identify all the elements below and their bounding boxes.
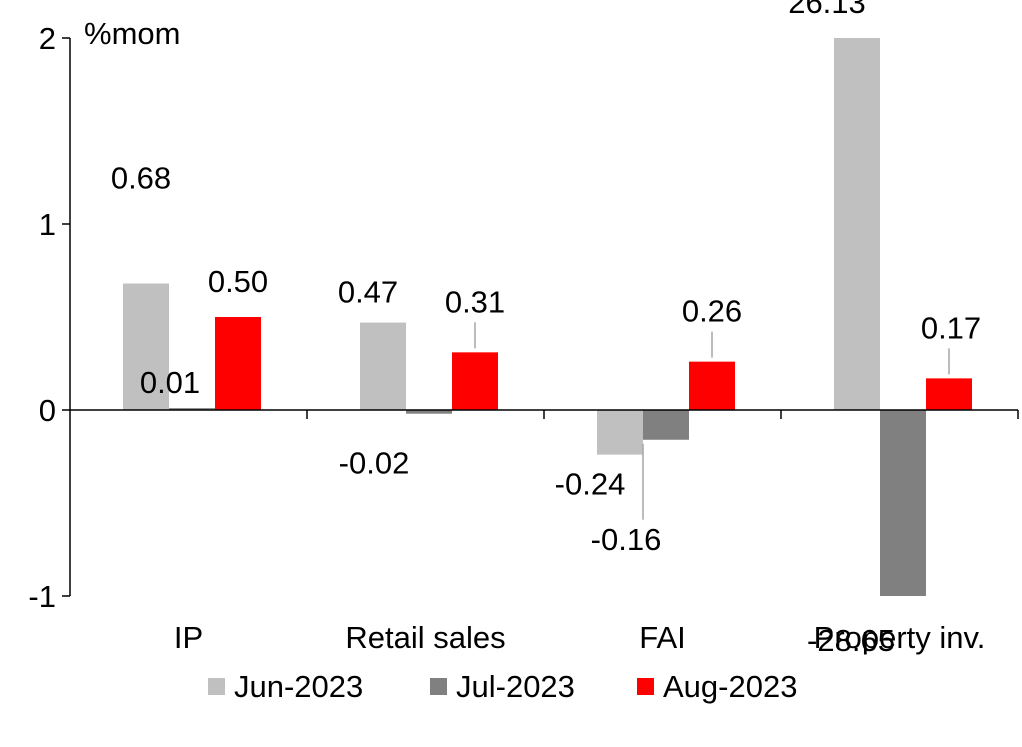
data-label-jun-2023-retail-sales: 0.47: [338, 275, 398, 310]
legend: Jun-2023 Jul-2023 Aug-2023: [208, 669, 797, 704]
bar-jul-2023-fai: [643, 410, 689, 440]
bar-jun-2023-property-inv-: [834, 38, 880, 410]
legend-swatch-jun-2023: [208, 678, 225, 695]
data-label-aug-2023-retail-sales: 0.31: [445, 284, 505, 319]
x-category-label: FAI: [639, 620, 686, 655]
y-unit-label: %mom: [84, 16, 180, 51]
legend-label-aug-2023: Aug-2023: [663, 669, 797, 704]
legend-label-jun-2023: Jun-2023: [234, 669, 363, 704]
y-tick-label: 2: [39, 21, 56, 56]
x-category-label: Retail sales: [345, 620, 505, 655]
bar-aug-2023-fai: [689, 361, 735, 410]
data-label-jul-2023-retail-sales: -0.02: [339, 446, 410, 481]
y-tick-label: 0: [39, 393, 56, 428]
y-tick-label: 1: [39, 207, 56, 242]
bar-jul-2023-property-inv-: [880, 410, 926, 596]
y-tick-label: -1: [28, 579, 56, 614]
bar-aug-2023-retail-sales: [452, 352, 498, 410]
data-label-jun-2023-property-inv-: 26.13: [788, 0, 866, 20]
data-label-jun-2023-ip: 0.68: [111, 161, 171, 196]
data-label-jul-2023-property-inv-: -28.65: [807, 623, 895, 658]
bar-jul-2023-ip: [169, 408, 215, 410]
data-label-jun-2023-fai: -0.24: [555, 467, 626, 502]
plot-area: 2 1 0 -1 IP Retail sales FAI Property inv. 0.68 0…: [28, 0, 1019, 658]
data-label-aug-2023-property-inv-: 0.17: [921, 310, 981, 345]
data-label-jul-2023-fai: -0.16: [591, 522, 662, 557]
bar-jun-2023-fai: [597, 410, 643, 455]
bar-jun-2023-ip: [123, 283, 169, 410]
bar-aug-2023-property-inv-: [926, 378, 972, 410]
x-category-label: Property inv.: [814, 620, 986, 655]
legend-swatch-aug-2023: [637, 678, 654, 695]
bar-jul-2023-retail-sales: [406, 410, 452, 414]
bar-aug-2023-ip: [215, 317, 261, 410]
data-label-aug-2023-ip: 0.50: [208, 264, 268, 299]
data-label-aug-2023-fai: 0.26: [682, 294, 742, 329]
legend-label-jul-2023: Jul-2023: [456, 669, 575, 704]
x-category-label: IP: [174, 620, 203, 655]
legend-swatch-jul-2023: [430, 678, 447, 695]
data-label-jul-2023-ip: 0.01: [140, 365, 200, 400]
bar-jun-2023-retail-sales: [360, 322, 406, 410]
